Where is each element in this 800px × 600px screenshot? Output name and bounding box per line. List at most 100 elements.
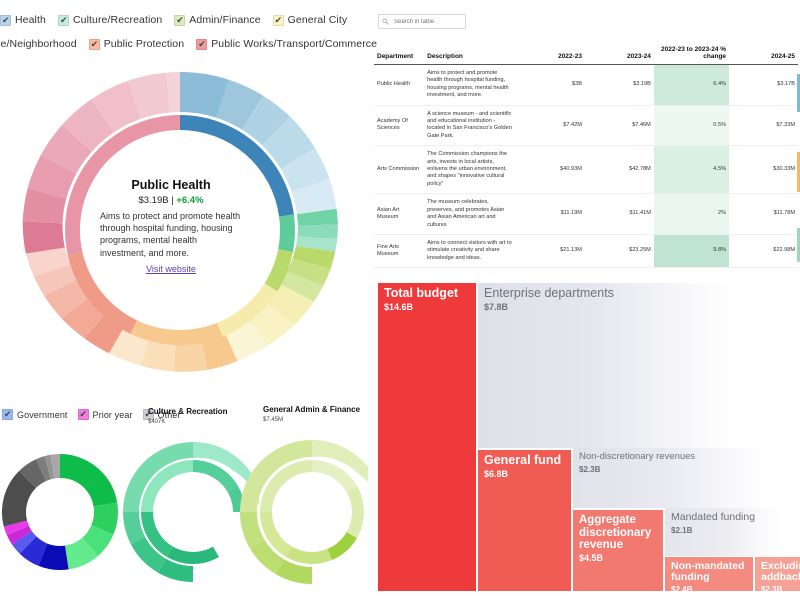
tile-non-mandated-funding[interactable]: Non-mandated funding $2.4B	[665, 557, 753, 591]
budget-flow-treemap[interactable]: Enterprise departments $7.8B Non-discret…	[378, 283, 800, 600]
cell-department: Arts Commission	[374, 145, 425, 195]
mini-donut-charts	[0, 424, 380, 600]
cell-2023-24: $42.78M	[584, 145, 654, 195]
left-panel: Health Culture/Recreation Admin/Finance …	[0, 0, 380, 600]
legend-label-government: Government	[17, 409, 68, 420]
mini-donut-government[interactable]	[1, 454, 118, 571]
tile-mandated-funding[interactable]: Mandated funding $2.1B	[665, 508, 800, 556]
tile-value-non-discretionary-revenues: $2.3B	[579, 464, 601, 474]
cell-2023-24: $23.25M	[584, 234, 654, 269]
cell-2022-23: $40.93M	[516, 145, 585, 195]
cell-2022-23: $3B	[516, 64, 585, 106]
tile-excluding-addbacks[interactable]: Excluding addbacks $2.3B	[755, 557, 800, 591]
table-row[interactable]: Arts Commission The Commission champions…	[374, 145, 798, 195]
tile-aggregate-discretionary-revenue[interactable]: Aggregate discretionary revenue $4.5B	[573, 510, 663, 591]
tile-enterprise-departments[interactable]: Enterprise departments $7.8B	[478, 283, 800, 448]
row-edge-marker-health	[797, 74, 800, 112]
budget-table[interactable]: Department Description 2022-23 2023-24 2…	[374, 44, 798, 269]
cell-2024-25: $30.33M	[729, 145, 798, 195]
cell-2024-25: $22.98M	[729, 234, 798, 269]
checkbox-other[interactable]	[142, 408, 154, 420]
cell-description: The Commission champions the arts, inves…	[424, 145, 517, 195]
checkbox-general-city[interactable]	[272, 14, 284, 26]
search-input[interactable]	[392, 17, 462, 26]
checkbox-government[interactable]	[2, 408, 13, 420]
cell-description: A science museum - and scientific and ed…	[424, 105, 517, 147]
checkbox-health[interactable]	[0, 14, 11, 26]
tile-value-total-budget: $14.6B	[384, 301, 414, 312]
table-row[interactable]: Asian Art Museum The museum celebrates, …	[374, 193, 798, 235]
tile-value-general-fund: $6.8B	[484, 468, 509, 479]
legend-label-other: Other	[157, 409, 181, 420]
sunburst-svg[interactable]	[10, 60, 350, 400]
table-row[interactable]: Academy Of Sciences A science museum - a…	[374, 105, 798, 147]
legend-item-public-protection[interactable]: Public Protection	[88, 38, 185, 50]
sunburst-inner-ring[interactable]	[65, 115, 295, 346]
mini-chart-value-general-admin-finance: $7.45M	[263, 417, 284, 423]
table-row[interactable]: Public Health Aims to protect and promot…	[374, 64, 798, 106]
tile-label-mandated-funding: Mandated funding	[671, 511, 756, 523]
legend-item-prior-year[interactable]: Prior year	[77, 408, 133, 420]
col-header-2023-24[interactable]: 2023-24	[584, 44, 654, 65]
cell-department: Fine Arts Museum	[374, 234, 425, 269]
legend-label-culture-recreation: Culture/Recreation	[72, 14, 163, 26]
col-header-2024-25[interactable]: 2024-25	[729, 44, 798, 65]
cell-department: Asian Art Museum	[374, 193, 425, 235]
legend-item-other[interactable]: Other	[142, 408, 181, 420]
mini-chart-title-culture-recreation: Culture & Recreation $407K	[148, 407, 228, 427]
mini-donuts-svg[interactable]	[0, 424, 380, 600]
tile-general-fund[interactable]: General fund $6.8B	[478, 450, 571, 591]
cell-pct-change: 4.5%	[653, 145, 730, 195]
legend-item-government[interactable]: Government	[2, 408, 68, 420]
tile-label-non-discretionary-revenues: Non-discretionary revenues	[579, 451, 696, 462]
tile-value-excluding-addbacks: $2.3B	[761, 585, 783, 591]
cell-pct-change: 0.5%	[653, 105, 730, 147]
cell-pct-change: 2%	[653, 193, 730, 235]
tile-label-total-budget: Total budget	[384, 286, 459, 300]
legend-label-public-works-transport-commerce: Public Works/Transport/Commerce	[211, 38, 378, 50]
legend-item-general-city[interactable]: General City	[272, 14, 348, 26]
table-row[interactable]: Fine Arts Museum Aims to connect visitor…	[374, 234, 798, 269]
col-header-department[interactable]: Department	[374, 44, 425, 65]
sunburst-chart[interactable]	[10, 60, 350, 400]
checkbox-culture-recreation[interactable]	[57, 14, 69, 26]
category-legend: Health Culture/Recreation Admin/Finance …	[0, 8, 377, 56]
checkbox-admin-finance[interactable]	[174, 14, 186, 26]
mini-chart-value-culture-recreation: $407K	[148, 419, 166, 425]
legend-item-admin-finance[interactable]: Admin/Finance	[174, 14, 261, 26]
tile-label-aggregate-discretionary-revenue: Aggregate discretionary revenue	[579, 514, 652, 551]
tile-non-discretionary-revenues[interactable]: Non-discretionary revenues $2.3B	[573, 448, 800, 508]
legend-item-public-works-transport-commerce[interactable]: Public Works/Transport/Commerce	[196, 38, 377, 50]
cell-2023-24: $11.41M	[584, 193, 654, 235]
tile-value-enterprise-departments: $7.8B	[484, 301, 509, 312]
cell-2023-24: $3.19B	[584, 64, 654, 106]
legend-row-1: Health Culture/Recreation Admin/Finance …	[0, 8, 368, 32]
cell-2022-23: $11.19M	[516, 193, 585, 235]
col-header-pct-change[interactable]: 2022-23 to 2023-24 % change	[653, 44, 730, 65]
tile-total-budget[interactable]: Total budget $14.6B	[378, 283, 476, 591]
checkbox-public-protection[interactable]	[88, 38, 100, 50]
col-header-description[interactable]: Description	[424, 44, 517, 65]
mini-donut-culture-recreation[interactable]	[123, 441, 259, 582]
tile-value-non-mandated-funding: $2.4B	[671, 585, 693, 591]
col-header-2022-23[interactable]: 2022-23	[516, 44, 585, 65]
legend-item-health[interactable]: Health	[0, 14, 46, 26]
tile-label-general-fund: General fund	[484, 453, 562, 467]
legend-label-health: Health	[15, 14, 46, 26]
tile-value-aggregate-discretionary-revenue: $4.5B	[579, 552, 604, 563]
checkbox-public-works-transport-commerce[interactable]	[196, 38, 208, 50]
tile-label-non-mandated-funding: Non-mandated funding	[671, 560, 745, 583]
legend-label-general-city: General City	[287, 14, 348, 26]
legend-item-culture-recreation[interactable]: Culture/Recreation	[57, 14, 163, 26]
right-panel: Department Description 2022-23 2023-24 2…	[368, 0, 800, 600]
mini-chart-legend: Government Prior year Other	[2, 408, 191, 420]
search-box[interactable]	[378, 14, 466, 29]
row-edge-marker-fine-arts	[797, 228, 800, 262]
tile-value-mandated-funding: $2.1B	[671, 525, 693, 535]
checkbox-prior-year[interactable]	[77, 408, 89, 420]
tile-label-enterprise-departments: Enterprise departments	[484, 286, 614, 300]
legend-item-welfare-neighborhood[interactable]: fare/Neighborhood	[0, 38, 77, 50]
cell-2022-23: $7.42M	[516, 105, 585, 147]
mini-chart-title-general-admin-finance: General Admin & Finance $7.45M	[263, 405, 360, 425]
mini-donut-general-admin-finance[interactable]	[240, 440, 380, 584]
